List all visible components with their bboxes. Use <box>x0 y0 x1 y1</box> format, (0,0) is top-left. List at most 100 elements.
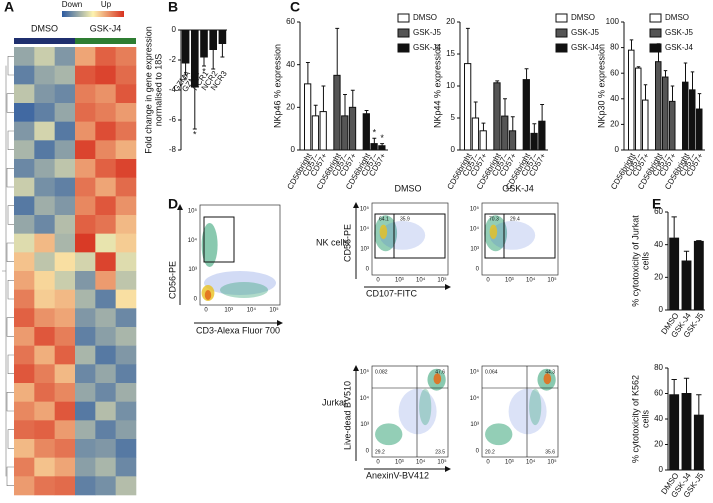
dendrogram <box>2 56 14 486</box>
y-tick-label: 40 <box>286 60 295 69</box>
bar <box>501 115 509 151</box>
y-tick-label: 10³ <box>470 422 479 428</box>
bar <box>493 82 501 151</box>
x-tick-label: 10⁵ <box>437 277 447 284</box>
scale-label: Down <box>62 0 82 9</box>
heatmap-cell <box>75 345 96 365</box>
heatmap-cell <box>95 65 116 85</box>
heatmap-cell <box>14 439 35 458</box>
heatmap-cell <box>95 364 116 384</box>
quadrant-value: 35.6 <box>545 449 555 455</box>
x-tick-label: 0 <box>486 278 490 284</box>
y-tick-label: 10⁴ <box>470 226 480 233</box>
y-axis-label: CD56-PE <box>342 224 352 262</box>
y-tick-label: 0 <box>476 449 480 455</box>
heatmap-cell <box>34 364 55 384</box>
legend-label: DMSO <box>665 13 689 22</box>
x-tick-label: 0 <box>376 460 380 466</box>
heatmap-cell <box>115 215 137 234</box>
y-axis-label: Live-dead BV510 <box>342 381 352 450</box>
heatmap-cell <box>34 196 55 216</box>
error-bar <box>350 89 355 108</box>
heatmap-cell <box>75 383 96 402</box>
heatmap-cell <box>34 47 55 66</box>
y-tick-label: 10³ <box>470 247 479 253</box>
heatmap-cell <box>34 84 55 104</box>
quadrant-value: 20.2 <box>485 449 495 455</box>
y-tick-label: 10³ <box>188 267 197 273</box>
heatmap-cell <box>115 364 137 384</box>
heatmap-cell <box>95 345 116 365</box>
x-tick-label: 0 <box>486 460 490 466</box>
y-tick-label: 10 <box>446 81 455 90</box>
y-tick-label: 0 <box>659 465 664 474</box>
error-bar <box>696 394 702 416</box>
heatmap-cell <box>34 383 55 402</box>
legend-swatch <box>397 13 410 23</box>
heatmap-cell <box>75 65 96 85</box>
y-tick-label: 20 <box>654 440 663 449</box>
error-bar <box>313 104 318 116</box>
heatmap-cell <box>75 457 96 477</box>
heatmap-cell <box>54 103 76 122</box>
heatmap-cell <box>75 327 96 346</box>
bar <box>642 99 649 151</box>
error-bar <box>495 80 500 83</box>
significance: * <box>184 75 188 85</box>
error-bar <box>670 85 675 102</box>
error-bar <box>503 98 507 117</box>
heatmap-cell <box>95 47 116 66</box>
legend-label: DMSO <box>413 13 437 22</box>
heatmap-cell <box>54 327 76 346</box>
y-tick-label: -4 <box>169 85 177 94</box>
heatmap-cell <box>54 84 76 104</box>
y-tick-label: -2 <box>169 55 177 64</box>
x-tick-label: 10⁴ <box>247 307 257 314</box>
bar <box>662 76 669 151</box>
heatmap-cell <box>54 439 76 458</box>
heatmap-cell <box>54 345 76 365</box>
y-tick-label: 10⁵ <box>188 208 198 215</box>
heatmap-cell <box>14 457 35 477</box>
significance: * <box>202 66 206 76</box>
heatmap-cell <box>115 457 137 477</box>
error-bar <box>629 39 634 51</box>
heatmap-cell <box>14 159 35 178</box>
bar <box>362 113 370 151</box>
error-bar <box>343 94 347 116</box>
error-bar <box>372 137 377 144</box>
gate <box>484 213 556 259</box>
column-title: GSK-J4 <box>502 183 534 193</box>
heatmap-cell <box>54 271 76 290</box>
heatmap-cell <box>115 271 137 290</box>
heatmap-cell <box>14 252 35 272</box>
heatmap-cell <box>115 65 137 85</box>
error-bar <box>532 123 537 134</box>
heatmap-cell <box>34 401 55 421</box>
y-tick-label: 10⁵ <box>360 369 370 376</box>
heatmap-cell <box>75 84 96 104</box>
heatmap-cell <box>95 401 116 421</box>
group-label: GSK-J4 <box>90 23 122 33</box>
heatmap-cell <box>34 103 55 122</box>
heatmap-cell <box>14 84 35 104</box>
group-bar <box>14 38 75 44</box>
bar <box>681 260 692 311</box>
x-tick-label: 10⁴ <box>416 277 426 284</box>
x-tick-label: 10⁴ <box>526 459 536 466</box>
x-tick-label: 10⁵ <box>437 459 447 466</box>
density-cloud <box>489 221 536 250</box>
gate-value: 70.3 <box>489 216 499 222</box>
bar <box>479 130 487 151</box>
color-scale <box>62 11 124 17</box>
heatmap-cell <box>54 420 76 440</box>
scale-label: Up <box>101 0 112 9</box>
heatmap-cell <box>95 196 116 216</box>
heatmap-cell <box>14 327 35 346</box>
x-axis-label: CD107-FITC <box>366 288 418 298</box>
heatmap-cell <box>95 289 116 309</box>
error-bar <box>696 240 702 242</box>
heatmap-cell <box>14 383 35 402</box>
heatmap-cell <box>95 439 116 458</box>
heatmap-cell <box>14 401 35 421</box>
